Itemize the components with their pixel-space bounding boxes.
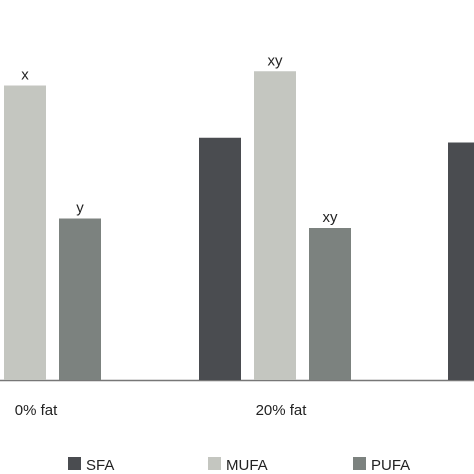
- bar-pufa-1: [309, 228, 351, 380]
- legend-label-sfa: SFA: [86, 457, 114, 474]
- sig-label-mufa-1: xy: [268, 52, 284, 69]
- bar-sfa-1: [199, 137, 241, 380]
- bar-mufa-0: [4, 85, 46, 380]
- sig-label-pufa-1: xy: [323, 209, 339, 226]
- legend-swatch-sfa: [68, 457, 81, 470]
- legend-swatch-pufa: [353, 457, 366, 470]
- legend-label-mufa: MUFA: [226, 457, 268, 474]
- legend-swatch-mufa: [208, 457, 221, 470]
- bars-layer: [4, 71, 474, 380]
- sig-label-mufa-0: x: [21, 67, 29, 84]
- legend: SFA MUFA PUFA: [68, 457, 410, 474]
- category-labels: 0% fat 20% fat: [15, 402, 308, 419]
- bar-mufa-1: [254, 71, 296, 380]
- bar-pufa-0: [59, 218, 101, 380]
- bar-sfa-2: [448, 142, 474, 380]
- significance-labels: x xy y xy: [21, 52, 338, 226]
- legend-label-pufa: PUFA: [371, 457, 410, 474]
- category-label-0: 0% fat: [15, 402, 58, 419]
- category-label-1: 20% fat: [256, 402, 308, 419]
- sig-label-pufa-0: y: [76, 200, 84, 217]
